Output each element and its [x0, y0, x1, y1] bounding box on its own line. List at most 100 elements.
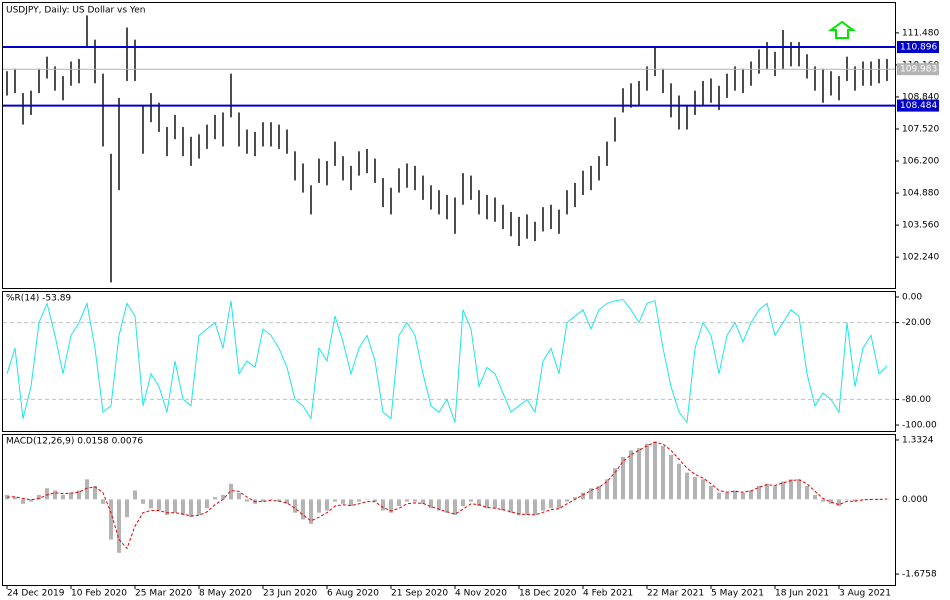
macd-bar	[117, 499, 121, 553]
macd-bar	[381, 499, 385, 511]
macd-bar	[509, 499, 513, 513]
y-tick-label: 0.000	[902, 495, 928, 505]
chart-title: MACD(12,26,9) 0.0158 0.0076	[6, 437, 143, 447]
macd-bar	[677, 463, 681, 500]
macd-bar	[357, 499, 361, 502]
macd-bar	[453, 499, 457, 515]
macd-bar	[221, 494, 225, 500]
macd-bar	[405, 499, 409, 502]
macd-bar	[13, 497, 17, 500]
x-tick-label: 18 Jun 2021	[775, 589, 829, 599]
x-tick-label: 25 Mar 2020	[135, 589, 192, 599]
macd-bar	[653, 441, 657, 500]
macd-bar	[877, 499, 881, 500]
macd-bar	[797, 479, 801, 500]
macd-bar	[461, 499, 465, 507]
macd-bar	[141, 499, 145, 504]
macd-bar	[765, 483, 769, 500]
macd-bar	[541, 499, 545, 511]
x-tick-label: 3 Aug 2021	[839, 589, 891, 599]
y-tick-label: 0.00	[902, 292, 922, 302]
macd-bar	[205, 499, 209, 509]
y-tick-label: 107.520	[902, 124, 939, 134]
y-tick-label: -1.6758	[902, 570, 937, 580]
y-tick-label: -100.00	[902, 421, 937, 431]
macd-bar	[149, 499, 153, 509]
macd-bar	[741, 492, 745, 500]
macd-bar	[661, 445, 665, 500]
macd-bar	[197, 499, 201, 515]
y-tick-label: 104.880	[902, 189, 939, 199]
macd-bar	[317, 499, 321, 513]
x-tick-label: 21 Sep 2020	[391, 589, 448, 599]
macd-frame	[2, 434, 896, 586]
signal-arrow	[827, 20, 857, 39]
x-tick-label: 8 May 2020	[199, 589, 252, 599]
macd-bar	[685, 472, 689, 500]
macd-bar	[125, 499, 129, 518]
macd-bar	[557, 499, 561, 509]
macd-bar	[501, 499, 505, 511]
macd-bar	[181, 499, 185, 515]
macd-bar	[309, 499, 313, 524]
macd-bar	[821, 499, 825, 502]
macd-bar	[77, 490, 81, 500]
macd-bar	[709, 485, 713, 500]
macd-bar	[93, 485, 97, 500]
macd-bar	[413, 499, 417, 502]
macd-bar	[229, 483, 233, 500]
macd-bar	[133, 490, 137, 500]
macd-bar	[581, 492, 585, 500]
macd-bar	[621, 457, 625, 500]
macd-bar	[53, 490, 57, 500]
y-tick-label: 106.200	[902, 157, 939, 167]
signal-line	[6, 441, 888, 550]
macd-bar	[165, 499, 169, 515]
macd-bar	[725, 492, 729, 500]
macd-bar	[293, 499, 297, 513]
macd-bar	[173, 499, 177, 513]
y-tick-label: 111.480	[902, 28, 939, 38]
macd-bar	[389, 499, 393, 513]
macd-bar	[69, 492, 73, 500]
macd-bar	[533, 499, 537, 515]
macd-bar	[829, 499, 833, 504]
level-label-box	[897, 63, 939, 76]
x-tick-label: 18 Dec 2020	[519, 589, 577, 599]
y-tick-label: 102.240	[902, 253, 939, 263]
chart-title: USDJPY, Daily: US Dollar vs Yen	[6, 6, 145, 16]
macd-bar	[237, 492, 241, 500]
x-tick-label: 22 Mar 2021	[647, 589, 704, 599]
macd-bar	[613, 468, 617, 500]
macd-bar	[773, 485, 777, 500]
macd-bar	[733, 490, 737, 500]
macd-bar	[789, 479, 793, 500]
macd-bar	[717, 492, 721, 500]
macd-bar	[397, 499, 401, 507]
macd-bar	[421, 499, 425, 504]
x-tick-label: 4 Nov 2020	[455, 589, 507, 599]
macd-bar	[37, 494, 41, 500]
macd-bar	[477, 499, 481, 507]
macd-bar	[701, 479, 705, 500]
macd-bar	[341, 499, 345, 504]
macd-bar	[781, 481, 785, 500]
macd-bar	[517, 499, 521, 515]
y-tick-label: -80.00	[902, 395, 931, 405]
macd-bar	[157, 499, 161, 511]
macd-bar	[469, 499, 473, 502]
macd-bar	[109, 499, 113, 540]
macd-bar	[285, 499, 289, 504]
y-tick-label: -20.00	[902, 318, 931, 328]
macd-bar	[861, 499, 865, 500]
macd-bar	[757, 485, 761, 500]
macd-bar	[845, 499, 849, 500]
macd-bar	[565, 499, 569, 502]
macd-bar	[589, 488, 593, 500]
macd-bar	[485, 499, 489, 509]
macd-bar	[629, 450, 633, 500]
macd-bar	[429, 499, 433, 509]
y-tick-label: 1.3324	[902, 435, 934, 445]
macd-bar	[333, 499, 337, 502]
